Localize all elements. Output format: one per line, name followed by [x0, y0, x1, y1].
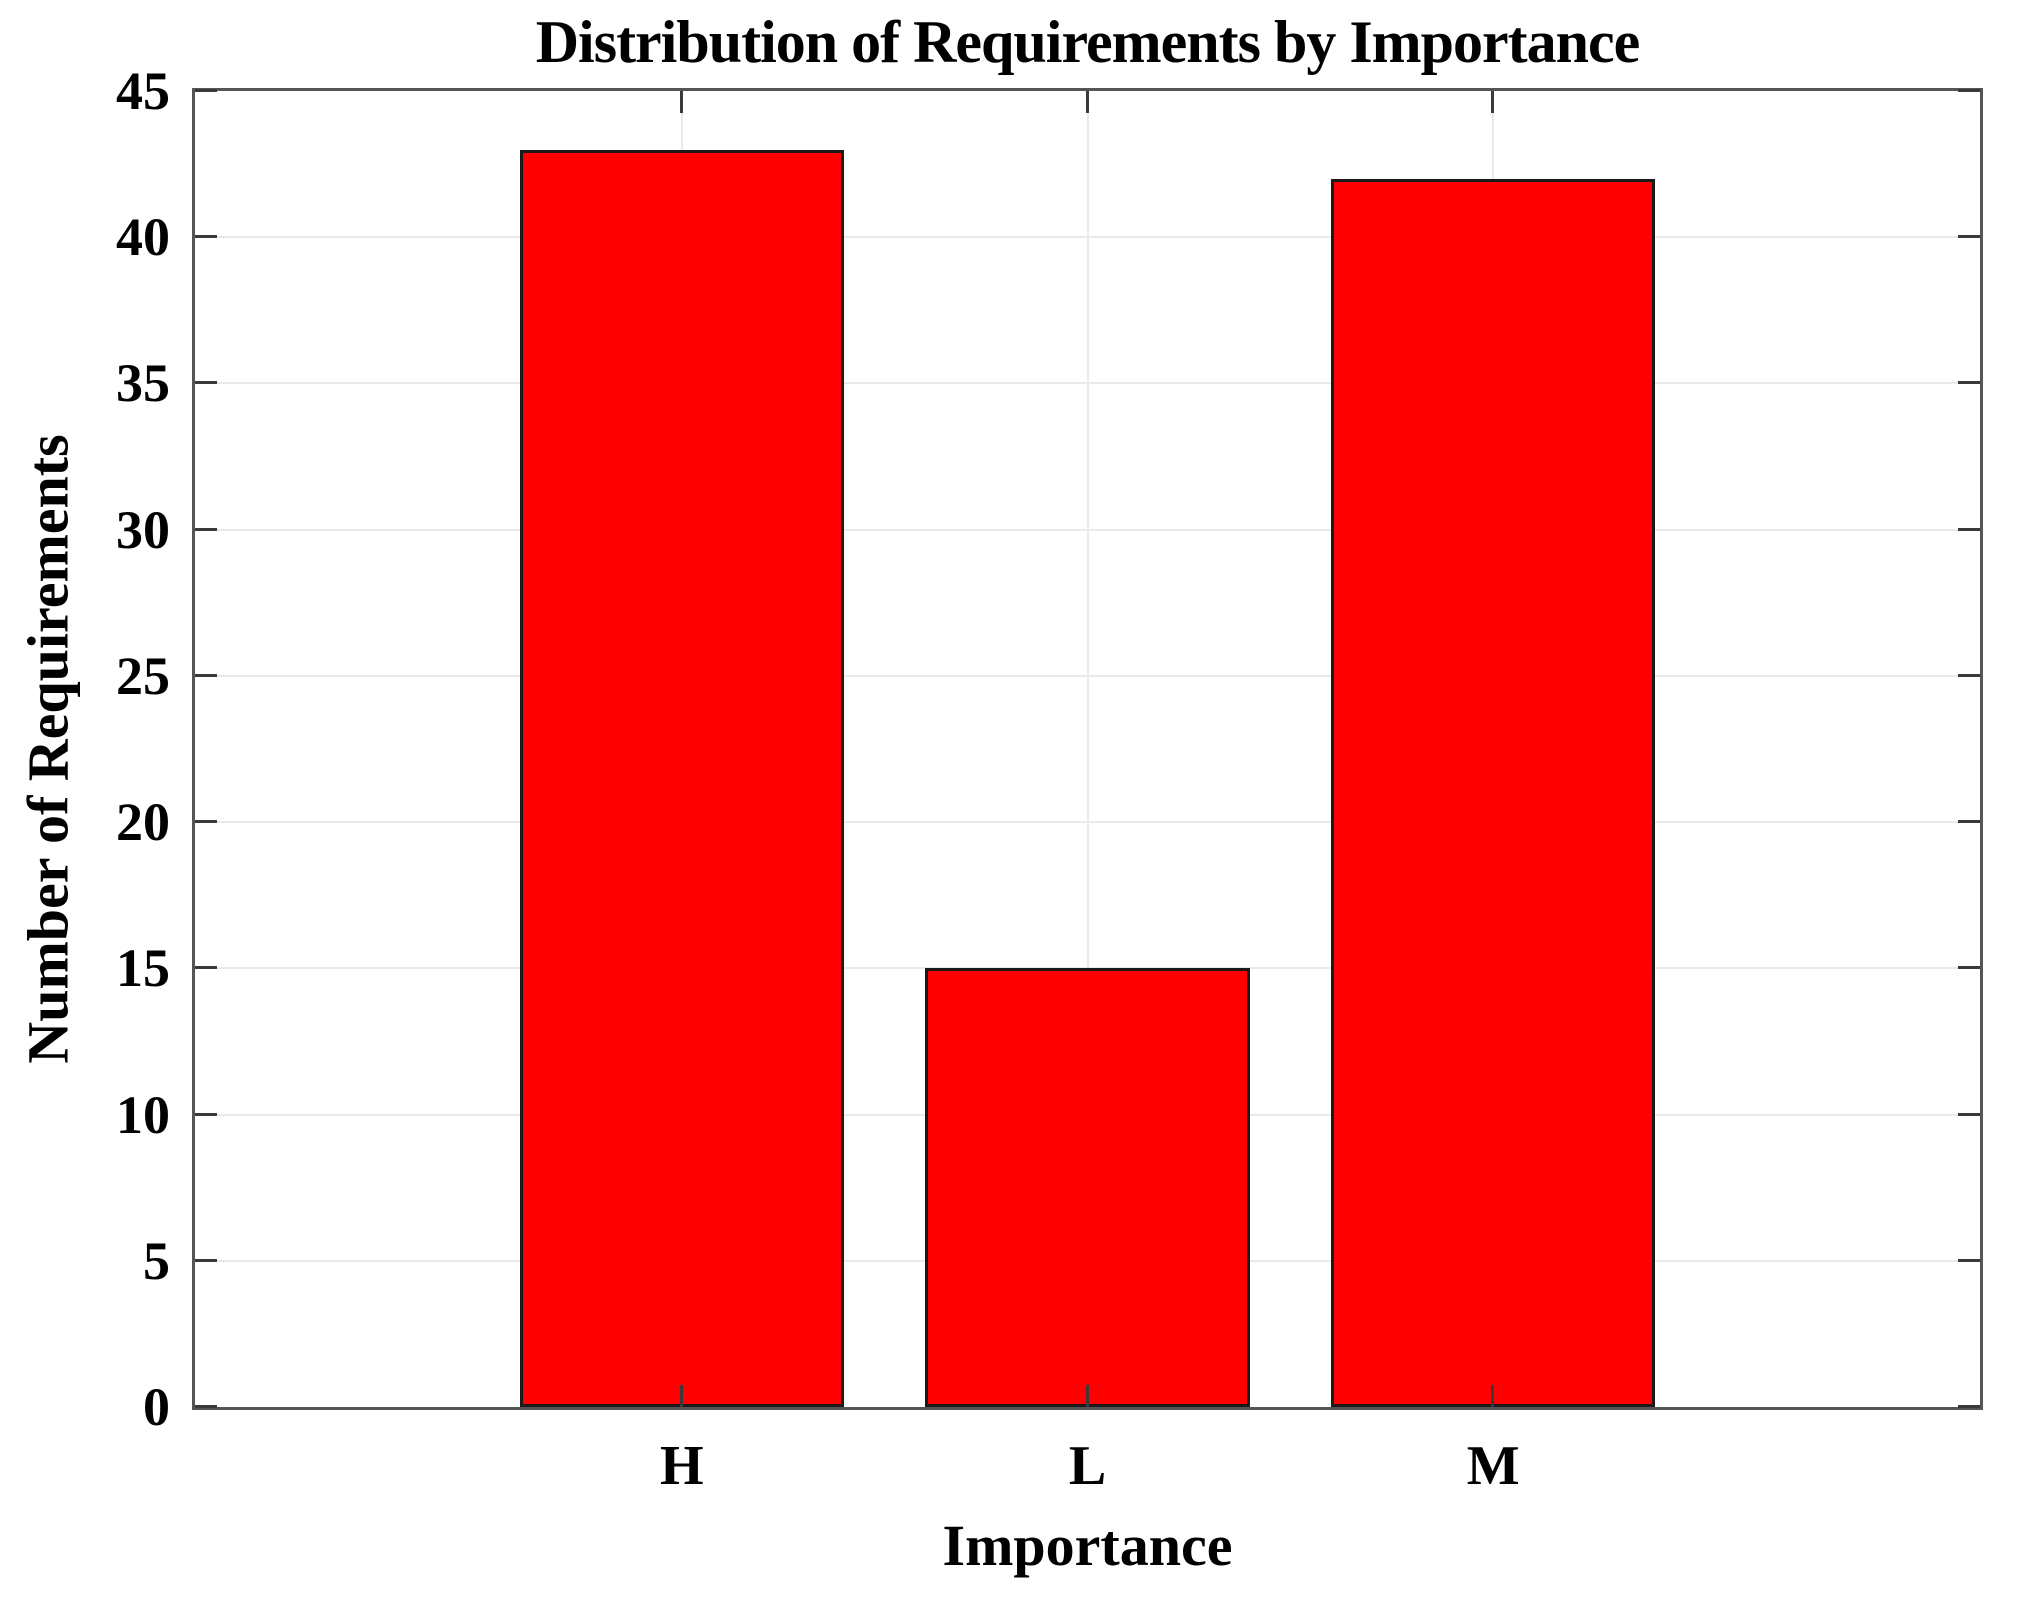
y-tick-right — [1958, 820, 1980, 824]
x-tick-label: M — [1466, 1435, 1520, 1497]
x-tick-bottom — [1491, 1385, 1495, 1407]
y-tick-left — [195, 1258, 217, 1262]
y-tick-label: 15 — [116, 938, 170, 999]
y-tick-right — [1958, 381, 1980, 385]
x-tick-label: H — [660, 1435, 704, 1497]
y-tick-right — [1958, 1258, 1980, 1262]
y-tick-left — [195, 673, 217, 677]
x-tick-top — [1085, 91, 1089, 113]
y-tick-label: 10 — [116, 1084, 170, 1145]
x-axis-label: Importance — [942, 1513, 1233, 1578]
y-tick-right — [1958, 966, 1980, 970]
bar-L — [925, 968, 1250, 1407]
y-tick-left — [195, 527, 217, 531]
x-tick-bottom — [1085, 1385, 1089, 1407]
y-tick-left — [195, 89, 217, 92]
y-tick-label: 35 — [116, 353, 170, 414]
plot-area — [192, 88, 1983, 1410]
x-gridline — [1086, 91, 1089, 1407]
y-tick-right — [1958, 673, 1980, 677]
y-tick-left — [195, 235, 217, 239]
y-tick-left — [195, 966, 217, 970]
y-tick-label: 45 — [116, 61, 170, 121]
bar-H — [519, 149, 845, 1407]
y-tick-right — [1958, 527, 1980, 531]
y-tick-label: 25 — [116, 645, 170, 706]
bar-M — [1330, 178, 1656, 1407]
y-tick-right — [1958, 1405, 1980, 1408]
y-tick-right — [1958, 89, 1980, 92]
chart-title: Distribution of Requirements by Importan… — [535, 9, 1641, 75]
y-tick-right — [1958, 1112, 1980, 1116]
y-tick-label: 30 — [116, 499, 170, 560]
y-tick-label: 5 — [143, 1230, 170, 1291]
y-tick-left — [195, 820, 217, 824]
y-tick-label: 0 — [143, 1377, 170, 1437]
y-tick-left — [195, 1405, 217, 1408]
y-tick-left — [195, 381, 217, 385]
y-tick-label: 20 — [116, 792, 170, 853]
x-tick-top — [1491, 91, 1495, 113]
x-tick-top — [679, 91, 683, 113]
x-tick-bottom — [679, 1385, 683, 1407]
y-tick-left — [195, 1112, 217, 1116]
x-tick-label: L — [1068, 1435, 1107, 1497]
y-tick-label: 40 — [116, 207, 170, 268]
y-tick-right — [1958, 235, 1980, 239]
